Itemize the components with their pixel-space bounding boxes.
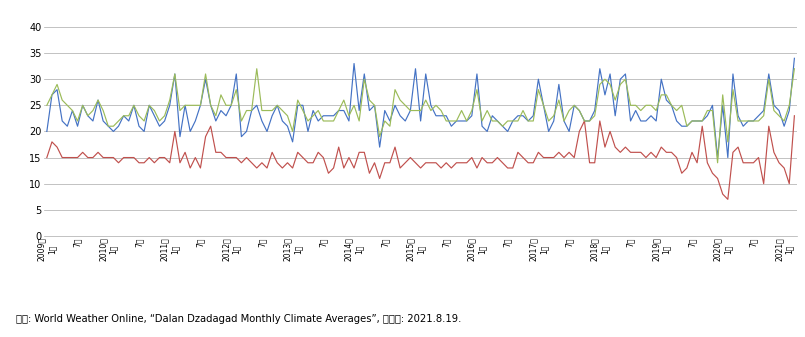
Text: 자료: World Weather Online, “Dalan Dzadagad Monthly Climate Averages”, 검색일: 2021.8: 자료: World Weather Online, “Dalan Dzadaga… <box>16 313 461 324</box>
